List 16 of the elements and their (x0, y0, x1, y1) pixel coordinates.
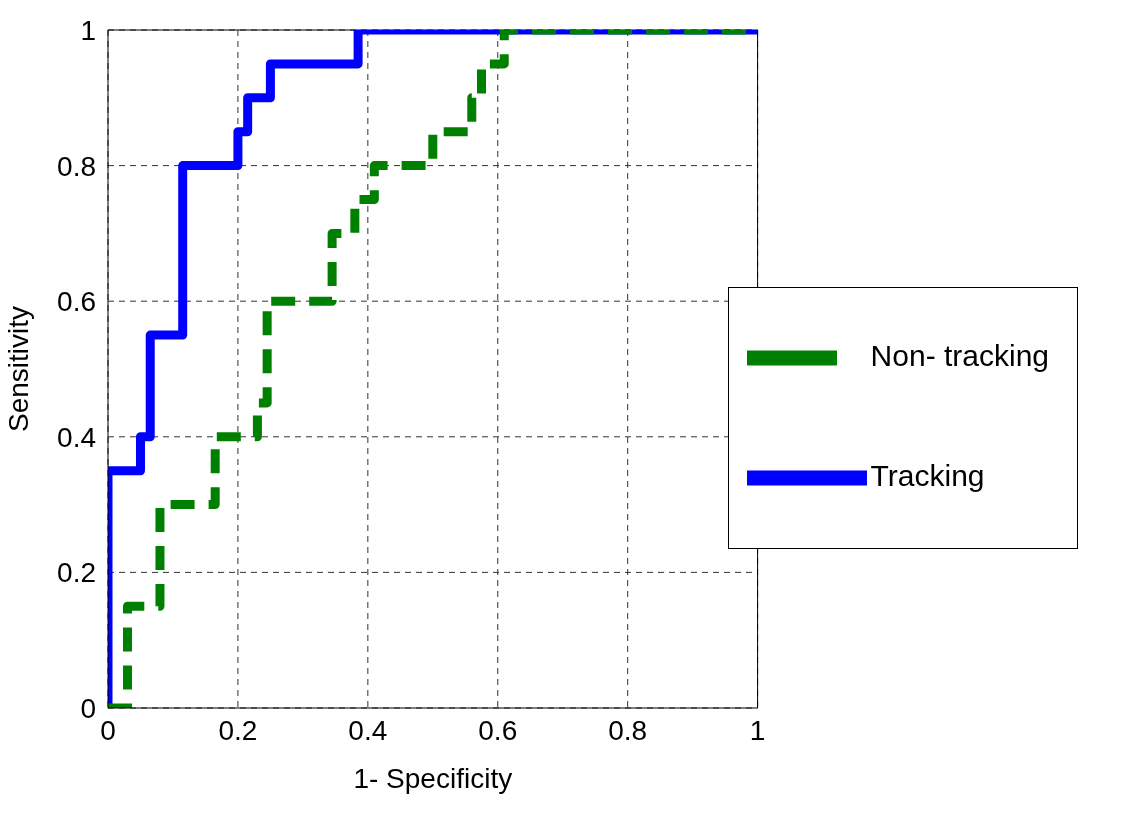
x-tick-label: 0.8 (608, 714, 648, 746)
x-tick-label: 1 (749, 714, 766, 746)
y-tick-label: 0.2 (57, 557, 96, 589)
y-axis-title: Sensitivity (2, 305, 34, 433)
x-tick-label: 0.4 (348, 714, 388, 746)
x-tick-label: 0.2 (218, 714, 258, 746)
legend-label: Tracking (870, 458, 985, 492)
y-tick-label: 0 (80, 692, 96, 724)
legend-label: Non- tracking (870, 338, 1049, 372)
x-tick-label: 0.6 (478, 714, 518, 746)
y-tick-label: 0.4 (57, 421, 96, 453)
y-tick-label: 0.8 (57, 150, 96, 182)
x-tick-label: 0 (100, 714, 116, 746)
x-axis-title: 1- Specificity (353, 763, 513, 794)
y-tick-label: 0.6 (57, 286, 96, 318)
y-tick-label: 1 (80, 14, 96, 46)
